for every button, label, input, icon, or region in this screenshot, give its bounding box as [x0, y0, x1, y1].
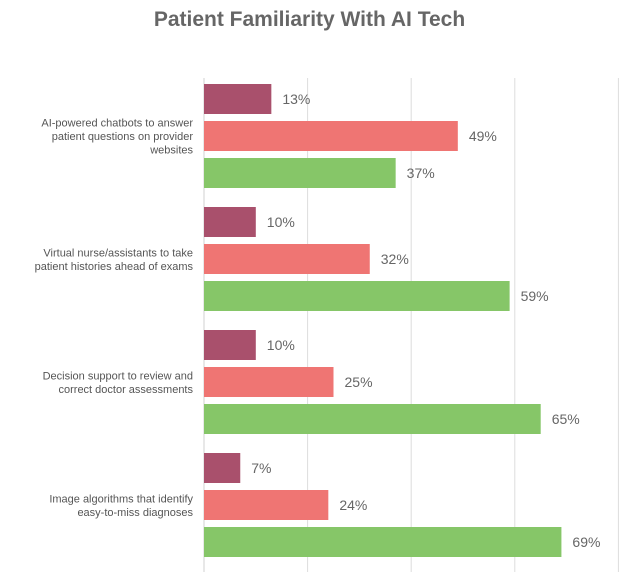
data-label: 25%	[345, 374, 373, 390]
data-label: 10%	[267, 214, 295, 230]
category-label: correct doctor assessments	[59, 384, 194, 396]
data-label: 65%	[552, 411, 580, 427]
category-label: Virtual nurse/assistants to take	[43, 247, 193, 259]
category-label: easy-to-miss diagnoses	[77, 507, 193, 519]
category-label: Decision support to review and	[43, 370, 193, 382]
data-label: 7%	[251, 460, 271, 476]
bar	[204, 367, 334, 397]
data-label: 24%	[339, 497, 367, 513]
data-label: 13%	[282, 91, 310, 107]
chart-title: Patient Familiarity With AI Tech	[153, 8, 466, 31]
bar	[204, 207, 256, 237]
bar	[204, 404, 541, 434]
bar	[204, 158, 396, 188]
bar	[204, 330, 256, 360]
bar	[204, 281, 510, 311]
bar	[204, 121, 458, 151]
category-label: websites	[149, 145, 193, 157]
category-label: patient histories ahead of exams	[35, 261, 194, 273]
data-label: 49%	[469, 128, 497, 144]
bar	[204, 453, 241, 483]
data-label: 69%	[572, 534, 600, 550]
category-label: Image algorithms that identify	[49, 493, 193, 505]
data-label: 10%	[267, 337, 295, 353]
bar	[204, 490, 329, 520]
data-label: 37%	[407, 165, 435, 181]
category-label: AI-powered chatbots to answer	[41, 118, 193, 130]
bar	[204, 244, 370, 274]
bar	[204, 527, 562, 557]
data-label: 59%	[521, 288, 549, 304]
data-label: 32%	[381, 251, 409, 267]
bar	[204, 84, 272, 114]
category-label: patient questions on provider	[52, 131, 194, 143]
